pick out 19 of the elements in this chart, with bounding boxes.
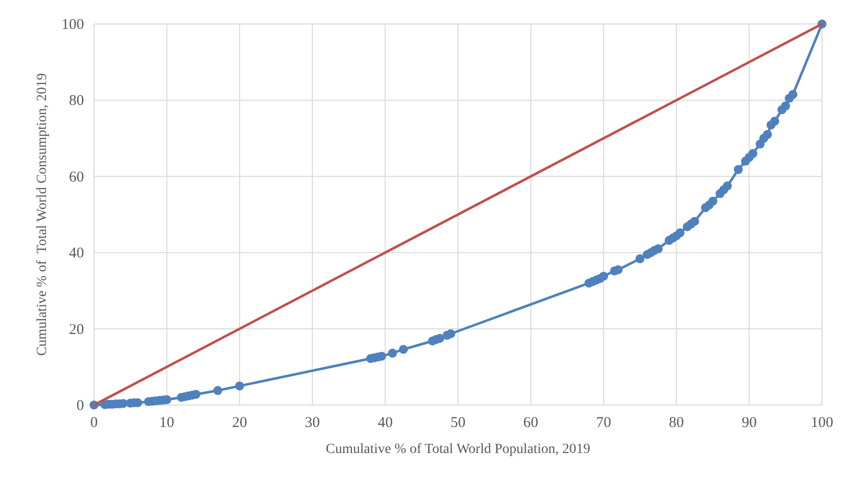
y-tick-label: 100 — [62, 17, 84, 33]
x-tick-label: 100 — [810, 415, 834, 431]
x-tick-label: 70 — [596, 415, 612, 431]
x-tick-label: 30 — [304, 415, 320, 431]
y-tick-label: 40 — [69, 246, 84, 262]
x-tick-label: 0 — [90, 415, 98, 431]
x-tick-label: 60 — [523, 415, 538, 431]
x-tick-label: 80 — [668, 415, 684, 431]
y-tick-label: 20 — [69, 322, 84, 338]
x-tick-label: 90 — [742, 415, 757, 431]
y-tick-label: 0 — [76, 398, 84, 414]
x-tick-label: 40 — [378, 415, 393, 431]
y-tick-label: 60 — [69, 169, 84, 186]
x-axis-title: Cumulative % of Total World Population, 2019 — [326, 442, 590, 457]
y-tick-label: 80 — [69, 93, 84, 110]
y-axis-title: Cumulative % of Total World Consumption, 2019 — [35, 73, 50, 356]
x-tick-label: 20 — [232, 415, 248, 431]
x-tick-label: 10 — [159, 415, 174, 431]
x-tick-label: 50 — [450, 415, 466, 431]
